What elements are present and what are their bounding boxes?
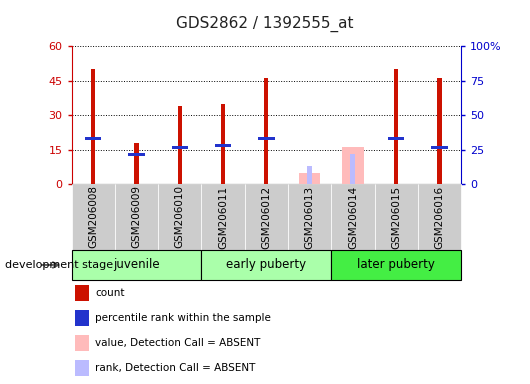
Bar [375, 184, 418, 250]
Text: GSM206011: GSM206011 [218, 185, 228, 248]
Text: count: count [95, 288, 125, 298]
Bar [437, 78, 441, 184]
Bar [75, 335, 89, 351]
Bar [201, 184, 245, 250]
Text: GSM206009: GSM206009 [131, 185, 142, 248]
Bar [178, 106, 182, 184]
Bar [264, 78, 269, 184]
Bar [158, 184, 201, 250]
Bar [201, 250, 331, 280]
Text: GSM206012: GSM206012 [261, 185, 271, 248]
Bar [72, 250, 201, 280]
Bar [418, 184, 461, 250]
Bar [288, 184, 331, 250]
Text: GSM206014: GSM206014 [348, 185, 358, 248]
Bar [299, 173, 321, 184]
Bar [75, 360, 89, 376]
Bar [75, 310, 89, 326]
Bar [342, 147, 364, 184]
Text: GSM206016: GSM206016 [435, 185, 445, 248]
Bar [128, 153, 145, 156]
Text: early puberty: early puberty [226, 258, 306, 271]
Bar [75, 285, 89, 301]
Bar [172, 146, 188, 149]
Bar [72, 184, 115, 250]
Text: rank, Detection Call = ABSENT: rank, Detection Call = ABSENT [95, 362, 255, 373]
Text: percentile rank within the sample: percentile rank within the sample [95, 313, 271, 323]
Bar [331, 250, 461, 280]
Bar [245, 184, 288, 250]
Bar [258, 137, 275, 140]
Bar [91, 69, 95, 184]
Bar [115, 184, 158, 250]
Text: development stage: development stage [5, 260, 113, 270]
Bar [215, 144, 231, 147]
Bar [221, 104, 225, 184]
Text: GSM206010: GSM206010 [175, 185, 185, 248]
Text: GSM206008: GSM206008 [88, 185, 98, 248]
Bar [431, 146, 448, 149]
Text: GSM206013: GSM206013 [305, 185, 315, 248]
Text: later puberty: later puberty [357, 258, 435, 271]
Text: juvenile: juvenile [113, 258, 160, 271]
Bar [85, 137, 101, 140]
Bar [331, 184, 375, 250]
Bar [134, 143, 139, 184]
Bar [388, 137, 404, 140]
Text: GDS2862 / 1392555_at: GDS2862 / 1392555_at [176, 15, 354, 31]
Text: value, Detection Call = ABSENT: value, Detection Call = ABSENT [95, 338, 260, 348]
Text: GSM206015: GSM206015 [391, 185, 401, 248]
Bar [350, 154, 356, 184]
Bar [394, 69, 399, 184]
Bar [307, 166, 312, 184]
